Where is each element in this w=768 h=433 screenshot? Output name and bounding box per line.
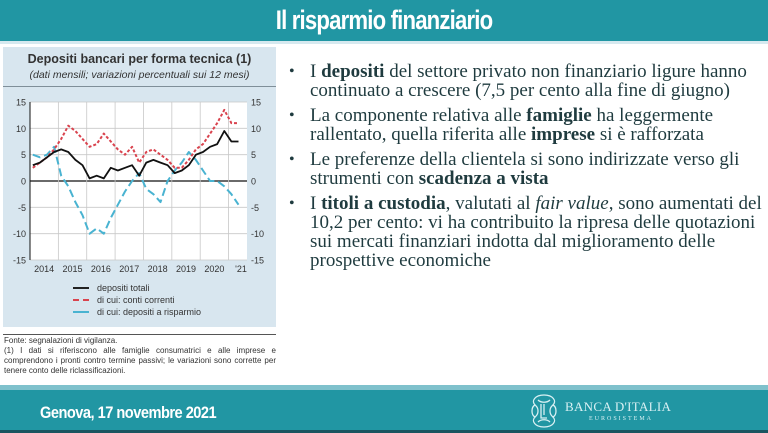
bullet-item: La componente relativa alle famiglie ha … (283, 106, 763, 144)
footer-bottom-bar (0, 430, 768, 433)
logo-name: BANCA D'ITALIA (565, 399, 672, 414)
text: Le preferenze della clientela si sono in… (310, 149, 740, 189)
chart-legend: depositi totali di cui: conti correnti d… (73, 282, 201, 318)
chart-source: Fonte: segnalazioni di vigilanza. (4, 336, 118, 345)
slide-header: Il risparmio finanziario (0, 0, 768, 41)
chart-notes: Fonte: segnalazioni di vigilanza. (1) I … (4, 336, 276, 376)
slide-title: Il risparmio finanziario (275, 5, 493, 35)
chart-footnote: (1) I dati si riferiscono alle famiglie … (4, 346, 276, 375)
legend-label: depositi totali (97, 283, 150, 293)
legend-swatch-dashed-red-icon (73, 299, 89, 301)
x-tick-label: 2018 (148, 264, 168, 274)
y-tick-label-right: 10 (251, 124, 261, 134)
y-tick-label-right: -15 (251, 256, 264, 266)
x-tick-label: 2019 (176, 264, 196, 274)
y-tick-label-left: -15 (13, 256, 26, 266)
notes-divider (3, 334, 276, 335)
x-tick-label: 2020 (204, 264, 224, 274)
y-tick-label-right: 5 (251, 150, 256, 160)
bold-text: imprese (531, 124, 596, 145)
bold-text: scadenza a vista (418, 168, 549, 189)
y-tick-label-left: -10 (13, 229, 26, 239)
x-tick-label: 2015 (63, 264, 83, 274)
y-tick-label-right: 0 (251, 177, 256, 187)
x-tick-label: 2016 (91, 264, 111, 274)
y-tick-label-right: -10 (251, 229, 264, 239)
text: I (310, 61, 322, 82)
legend-item-total: depositi totali (73, 282, 201, 294)
legend-swatch-solid-icon (73, 287, 89, 289)
banca-italia-logo: BANCA D'ITALIA EUROSISTEMA (527, 393, 677, 429)
bullet-item: Le preferenze della clientela si sono in… (283, 150, 763, 188)
y-tick-label-right: 15 (251, 98, 261, 108)
legend-label: di cui: depositi a risparmio (97, 307, 202, 317)
bullet-item: I depositi del settore privato non finan… (283, 62, 763, 100)
text: , sono aumentati del 10,2 per cento: vi … (310, 193, 762, 271)
series-line (32, 130, 239, 180)
banca-italia-emblem-icon (531, 394, 557, 428)
series-line (32, 108, 239, 169)
y-tick-label-left: 0 (21, 177, 26, 187)
bold-text: famiglie (526, 105, 592, 126)
x-tick-label: '21 (235, 264, 247, 274)
chart-subtitle: (dati mensili; variazioni percentuali su… (29, 69, 250, 81)
y-tick-label-left: -5 (18, 203, 26, 213)
chart-panel: 15 15 10 10 5 5 0 0 -5 -5 -10 -10 -15 -15 2014 2015 2016… (3, 47, 276, 327)
bold-text: depositi (321, 61, 385, 82)
italic-text: fair value (535, 193, 609, 214)
text: si è rafforzata (595, 124, 704, 145)
logo-subtitle: EUROSISTEMA (589, 416, 654, 422)
text: , valutati al (445, 193, 536, 214)
legend-item-current: di cui: conti correnti (73, 294, 201, 306)
y-tick-label-left: 15 (16, 98, 26, 108)
text: ha leggermente rallentato, quella riferi… (310, 105, 714, 145)
x-tick-label: 2014 (34, 264, 54, 274)
series-line (32, 145, 240, 235)
text: del settore privato non finanziario ligu… (310, 61, 747, 101)
legend-swatch-blue-icon (73, 311, 89, 313)
x-tick-label: 2017 (119, 264, 139, 274)
bullet-list: I depositi del settore privato non finan… (283, 62, 763, 276)
header-divider (0, 41, 768, 44)
chart-title-divider (3, 86, 276, 87)
legend-item-savings: di cui: depositi a risparmio (73, 306, 201, 318)
text: La componente relativa alle (310, 105, 527, 126)
y-tick-label-left: 10 (16, 124, 26, 134)
bold-text: titoli a custodia (321, 193, 446, 214)
footer-date: Genova, 17 novembre 2021 (40, 403, 217, 422)
line-chart: 15 15 10 10 5 5 0 0 -5 -5 -10 -10 -15 -15 2014 2015 2016… (13, 98, 264, 275)
y-tick-label-right: -5 (251, 203, 259, 213)
legend-label: di cui: conti correnti (97, 295, 175, 305)
chart-title: Depositi bancari per forma tecnica (1) (27, 52, 252, 66)
slide-footer (0, 390, 768, 433)
y-tick-label-left: 5 (21, 150, 26, 160)
bullet-item: I titoli a custodia, valutati al fair va… (283, 194, 763, 270)
text: I (310, 193, 322, 214)
footer-accent (0, 385, 768, 390)
